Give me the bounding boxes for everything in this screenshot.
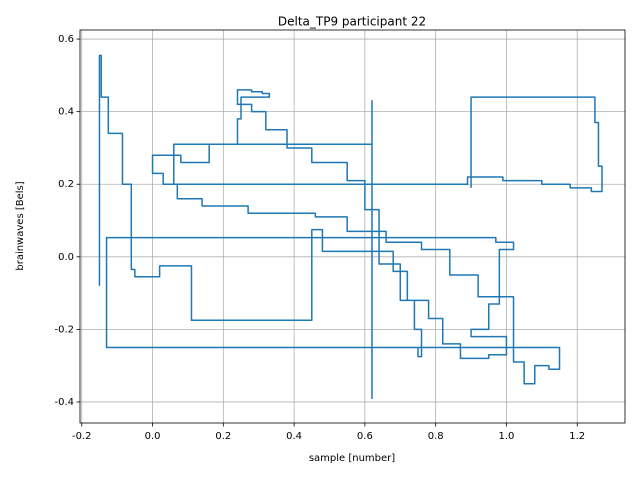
x-tick-label: 1.2 [569, 431, 585, 442]
x-tick-label: 0.4 [286, 431, 302, 442]
data-line [98, 54, 603, 400]
y-axis-label: brainwaves [Bels] [15, 181, 26, 270]
y-tick-label: 0.6 [58, 34, 74, 45]
y-tick-label: -0.2 [54, 324, 74, 335]
x-tick-label: 0.0 [145, 431, 161, 442]
x-tick-label: 1.0 [498, 431, 514, 442]
y-tick-label: 0.2 [58, 179, 74, 190]
x-tick-label: 0.2 [215, 431, 231, 442]
chart-title: Delta_TP9 participant 22 [278, 15, 426, 29]
x-axis-label: sample [number] [309, 453, 395, 464]
x-tick-label: 0.8 [428, 431, 444, 442]
plot-frame [79, 29, 626, 424]
y-tick-label: -0.4 [54, 397, 74, 408]
x-tick-label: -0.2 [72, 431, 92, 442]
y-tick-label: 0.0 [58, 252, 74, 263]
x-tick-label: 0.6 [357, 431, 373, 442]
y-tick-label: 0.4 [58, 107, 74, 118]
